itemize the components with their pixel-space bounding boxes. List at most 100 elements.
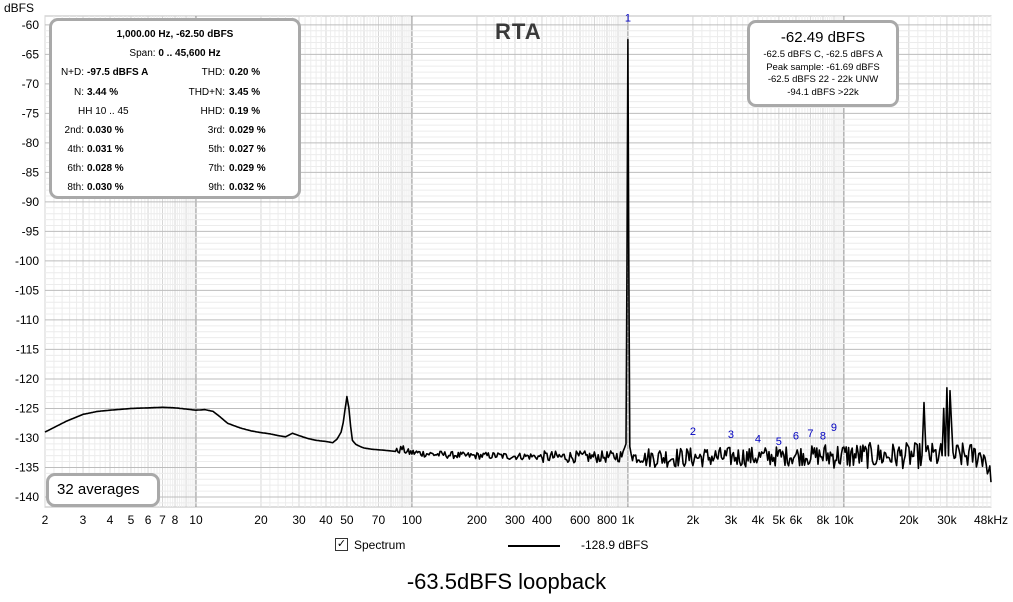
y-tick-label: -125 — [15, 401, 39, 415]
h9-value: 0.032 % — [229, 182, 266, 193]
y-tick-label: -135 — [15, 460, 39, 474]
level-unweighted: -62.5 dBFS 22 - 22k UNW — [767, 74, 879, 85]
thd-label: THD: — [201, 67, 225, 78]
x-tick-label: 48kHz — [974, 513, 1008, 527]
spectrum-checkbox[interactable]: ✓ — [335, 538, 348, 551]
h2-value: 0.030 % — [87, 125, 124, 136]
y-axis-ticks: -60 -65 -70 -75 -80 -85 -90 -95 -100 -105 -110 -115… — [15, 18, 39, 504]
span-row: Span: 0 .. 45,600 Hz — [52, 48, 298, 59]
x-tick-label: 3k — [725, 513, 739, 527]
y-axis-label: dBFS — [4, 1, 34, 15]
x-tick-label: 2 — [42, 513, 49, 527]
y-tick-label: -95 — [22, 224, 40, 238]
nd-label: N+D: — [60, 67, 84, 78]
hhd-value: 0.19 % — [229, 106, 261, 117]
h3-value: 0.029 % — [229, 125, 266, 136]
nd-value: -97.5 dBFS A — [87, 67, 149, 78]
hh-label: HH 10 .. 45 — [78, 106, 129, 117]
x-tick-label: 20k — [899, 513, 919, 527]
h7-label: 7th: — [208, 163, 225, 174]
x-tick-label: 400 — [532, 513, 552, 527]
x-tick-label: 10k — [834, 513, 854, 527]
y-tick-label: -85 — [22, 165, 40, 179]
span-value: 0 .. 45,600 Hz — [158, 48, 221, 59]
x-tick-label: 70 — [372, 513, 386, 527]
hhd-label: HHD: — [200, 106, 225, 117]
n-value: 3.44 % — [87, 87, 119, 98]
x-tick-label: 8 — [172, 513, 179, 527]
y-tick-label: -140 — [15, 490, 39, 504]
y-tick-label: -130 — [15, 431, 39, 445]
harmonic-marker-6: 6 — [793, 431, 799, 443]
distortion-header: 1,000.00 Hz, -62.50 dBFS — [116, 29, 234, 40]
span-label: Span: — [129, 48, 156, 59]
x-tick-label: 8k — [817, 513, 831, 527]
h9-label: 9th: — [208, 182, 225, 193]
chart-title: RTA — [495, 19, 542, 44]
spectrum-legend-label: Spectrum — [354, 538, 406, 552]
harmonic-marker-4: 4 — [755, 434, 761, 446]
h6-value: 0.028 % — [87, 163, 124, 174]
harmonic-marker-9: 9 — [831, 422, 837, 434]
y-tick-label: -110 — [16, 313, 39, 327]
y-tick-label: -105 — [15, 283, 39, 297]
harmonic-markers: 1 2 3 4 5 6 7 89 — [625, 12, 837, 448]
spectrum-legend-swatch — [508, 545, 560, 547]
h7-value: 0.029 % — [229, 163, 266, 174]
y-tick-label: -90 — [22, 195, 40, 209]
x-tick-label: 10 — [189, 513, 203, 527]
n-label: N: — [74, 87, 84, 98]
harmonic-marker-2: 2 — [690, 426, 696, 438]
x-tick-label: 6 — [145, 513, 152, 527]
x-axis-ticks: 2 3 4 5 6 7 8 10 20 30 40 50 70 100 200 300 400 600 800 1k 2… — [42, 513, 1008, 527]
series-layer — [44, 38, 992, 483]
harmonic-marker-3: 3 — [728, 429, 734, 441]
x-tick-label: 30k — [937, 513, 957, 527]
x-tick-label: 5 — [128, 513, 135, 527]
x-tick-label: 1k — [622, 513, 636, 527]
level-above-22k: -94.1 dBFS >22k — [787, 86, 859, 98]
x-tick-label: 3 — [80, 513, 87, 527]
x-tick-label: 200 — [467, 513, 487, 527]
x-tick-label: 4 — [107, 513, 114, 527]
y-tick-label: -100 — [15, 254, 39, 268]
h8-value: 0.030 % — [87, 182, 124, 193]
y-tick-label: -115 — [16, 342, 39, 356]
y-tick-label: -120 — [15, 372, 39, 386]
y-tick-label: -65 — [22, 47, 40, 61]
x-tick-label: 2k — [687, 513, 701, 527]
thd-value: 0.20 % — [229, 67, 261, 78]
h8-label: 8th: — [67, 182, 84, 193]
figure-caption: -63.5dBFS loopback — [406, 569, 607, 594]
x-tick-label: 40 — [319, 513, 333, 527]
spectrum-legend-value: -128.9 dBFS — [581, 538, 649, 552]
h3-label: 3rd: — [207, 125, 225, 136]
averages-panel: 32 averages — [46, 473, 160, 507]
y-tick-label: -80 — [22, 136, 40, 150]
x-tick-label: 20 — [254, 513, 268, 527]
thdn-value: 3.45 % — [229, 87, 261, 98]
x-tick-label: 600 — [570, 513, 590, 527]
harmonic-marker-1: 1 — [625, 12, 631, 24]
level-weighted: -62.5 dBFS C, -62.5 dBFS A — [763, 49, 883, 60]
series-spectrum — [44, 38, 992, 483]
level-peak-sample: Peak sample: -61.69 dBFS — [766, 61, 880, 73]
x-tick-label: 300 — [505, 513, 525, 527]
h2-label: 2nd: — [64, 125, 84, 136]
h6-label: 6th: — [67, 163, 84, 174]
x-tick-label: 6k — [790, 513, 804, 527]
h5-value: 0.027 % — [229, 144, 266, 155]
level-main-readout: -62.49 dBFS — [780, 29, 866, 46]
averages-count: 32 averages — [57, 481, 140, 498]
thdn-label: THD+N: — [188, 87, 225, 98]
x-tick-label: 7 — [159, 513, 166, 527]
level-panel: -62.49 dBFS -62.5 dBFS C, -62.5 dBFS A P… — [747, 20, 899, 107]
x-tick-label: 800 — [597, 513, 617, 527]
distortion-panel: 1,000.00 Hz, -62.50 dBFS Span: 0 .. 45,6… — [49, 18, 301, 199]
h5-label: 5th: — [208, 144, 225, 155]
y-tick-label: -75 — [22, 106, 40, 120]
x-tick-label: 4k — [752, 513, 766, 527]
h4-value: 0.031 % — [87, 144, 124, 155]
h4-label: 4th: — [67, 144, 84, 155]
y-tick-label: -60 — [22, 18, 40, 32]
